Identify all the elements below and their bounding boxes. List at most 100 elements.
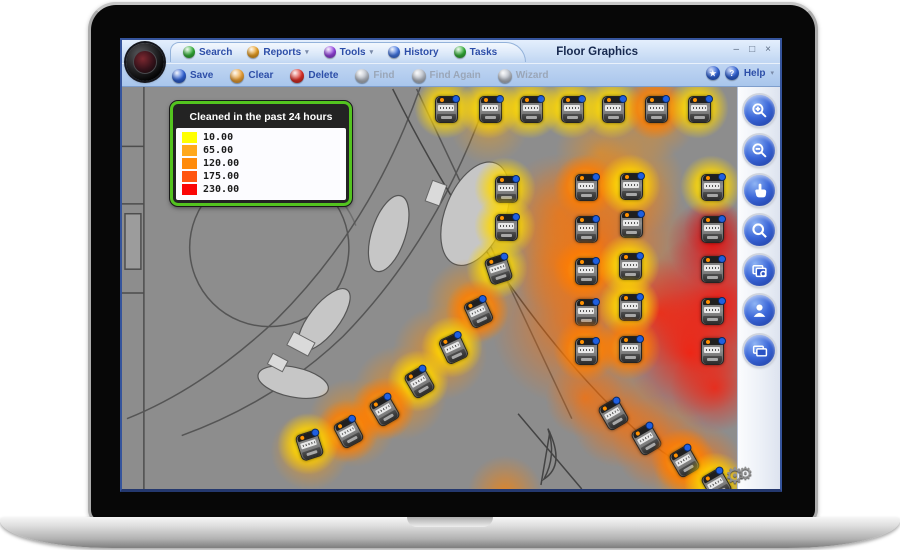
machine-base <box>647 114 666 122</box>
machine-label <box>704 225 720 231</box>
machine-icon[interactable] <box>701 215 726 243</box>
legend-entry: 175.00 <box>182 171 340 182</box>
machine-icon[interactable] <box>688 95 713 123</box>
screen-content: – □ × Search Reports ▾ Tools ▾ History Tasks Flo… <box>120 38 782 492</box>
save-button[interactable]: Save <box>172 68 214 83</box>
find-button: Find <box>355 68 395 83</box>
machine-base <box>604 114 623 122</box>
menu-item-label: Tools <box>339 46 366 58</box>
machine-beacon-icon <box>484 98 488 102</box>
machine-beacon-icon <box>500 216 504 220</box>
machine-label <box>704 347 720 353</box>
machine-label <box>704 265 720 271</box>
delete-icon <box>290 68 305 83</box>
machine-icon[interactable] <box>701 297 726 325</box>
machine-marker-icon <box>718 255 726 263</box>
map-view-button[interactable] <box>743 255 775 286</box>
machine-icon[interactable] <box>495 213 520 241</box>
machine-icon[interactable] <box>575 257 600 285</box>
help-icon[interactable]: ? <box>724 66 739 80</box>
find-icon <box>355 68 370 83</box>
machine-top <box>481 97 500 103</box>
machine-base <box>703 234 722 242</box>
machine-icon[interactable] <box>596 395 631 432</box>
user-button[interactable] <box>743 295 775 326</box>
window-controls: – □ × <box>734 44 771 56</box>
menu-item-history[interactable]: History <box>388 46 439 58</box>
machine-beacon-icon <box>693 98 697 102</box>
settings-gears-icon[interactable]: ⚙⚙ <box>725 463 753 488</box>
machine-label <box>605 105 621 111</box>
machine-label <box>578 267 594 273</box>
machine-icon[interactable] <box>619 335 644 363</box>
machine-top <box>437 97 456 103</box>
menu-item-tasks[interactable]: Tasks <box>453 46 497 58</box>
chevron-down-icon: ▾ <box>369 49 374 56</box>
machine-label <box>523 105 539 111</box>
machine-label <box>498 185 514 191</box>
user-icon <box>753 304 765 317</box>
machine-beacon-icon <box>580 218 584 222</box>
legend-swatch <box>182 145 197 156</box>
machine-base <box>563 114 582 122</box>
laptop-base <box>0 517 900 548</box>
close-button[interactable]: × <box>765 44 771 55</box>
zoom-out-button[interactable] <box>743 135 775 166</box>
machine-icon[interactable] <box>575 173 600 201</box>
displays-button[interactable] <box>743 335 775 366</box>
search-map-button[interactable] <box>743 215 775 246</box>
legend-swatch <box>182 184 197 195</box>
pan-button[interactable] <box>743 175 775 206</box>
menu-item-search[interactable]: Search <box>183 46 232 58</box>
legend-entry: 230.00 <box>182 184 340 195</box>
zoom-in-button[interactable] <box>743 95 775 126</box>
toolbar-button-label: Find <box>373 70 395 81</box>
machine-base <box>690 114 709 122</box>
machine-icon[interactable] <box>701 255 726 283</box>
clear-button[interactable]: Clear <box>230 68 273 83</box>
toolbar-button-label: Save <box>190 70 214 81</box>
machine-base <box>577 192 596 200</box>
app-logo-lens <box>133 50 157 74</box>
machine-icon[interactable] <box>701 337 726 365</box>
favorites-icon[interactable]: ★ <box>705 66 720 80</box>
machine-icon[interactable] <box>645 95 670 123</box>
minimize-button[interactable]: – <box>733 44 740 55</box>
machine-icon[interactable] <box>619 293 644 321</box>
machine-base <box>703 316 722 324</box>
toolbar-right: ★ ? Help ▾ <box>705 66 774 80</box>
floor-map[interactable]: Cleaned in the past 24 hours 10.00 65.00 1… <box>122 87 737 489</box>
help-menu[interactable]: Help <box>743 67 766 79</box>
menu-item-reports[interactable]: Reports ▾ <box>247 46 309 58</box>
machine-marker-icon <box>718 297 726 305</box>
machine-icon[interactable] <box>620 172 645 200</box>
machine-top <box>690 97 709 103</box>
machine-icon[interactable] <box>602 95 627 123</box>
menu-item-tools[interactable]: Tools ▾ <box>323 46 374 58</box>
machine-marker-icon <box>637 210 645 218</box>
machine-label <box>622 345 638 351</box>
machine-beacon-icon <box>624 338 628 342</box>
machine-icon[interactable] <box>575 337 600 365</box>
machine-top <box>497 215 516 221</box>
menu-item-label: History <box>404 46 439 58</box>
delete-button[interactable]: Delete <box>290 68 338 83</box>
app-logo[interactable] <box>126 43 164 81</box>
save-icon <box>172 68 186 83</box>
machine-label <box>704 307 720 313</box>
wizard-button: Wizard <box>497 68 549 83</box>
legend-entry: 120.00 <box>182 158 340 169</box>
machine-beacon-icon <box>625 175 629 179</box>
machine-label <box>438 105 454 111</box>
machine-top <box>621 254 640 260</box>
find-again-icon <box>411 68 426 83</box>
machine-top <box>577 300 596 306</box>
machine-icon[interactable] <box>435 95 460 123</box>
machine-icon[interactable] <box>701 173 726 201</box>
machine-label <box>623 182 639 188</box>
history-icon <box>388 46 401 58</box>
maximize-button[interactable]: □ <box>749 44 756 55</box>
machine-top <box>497 177 516 183</box>
machine-top <box>604 97 623 103</box>
